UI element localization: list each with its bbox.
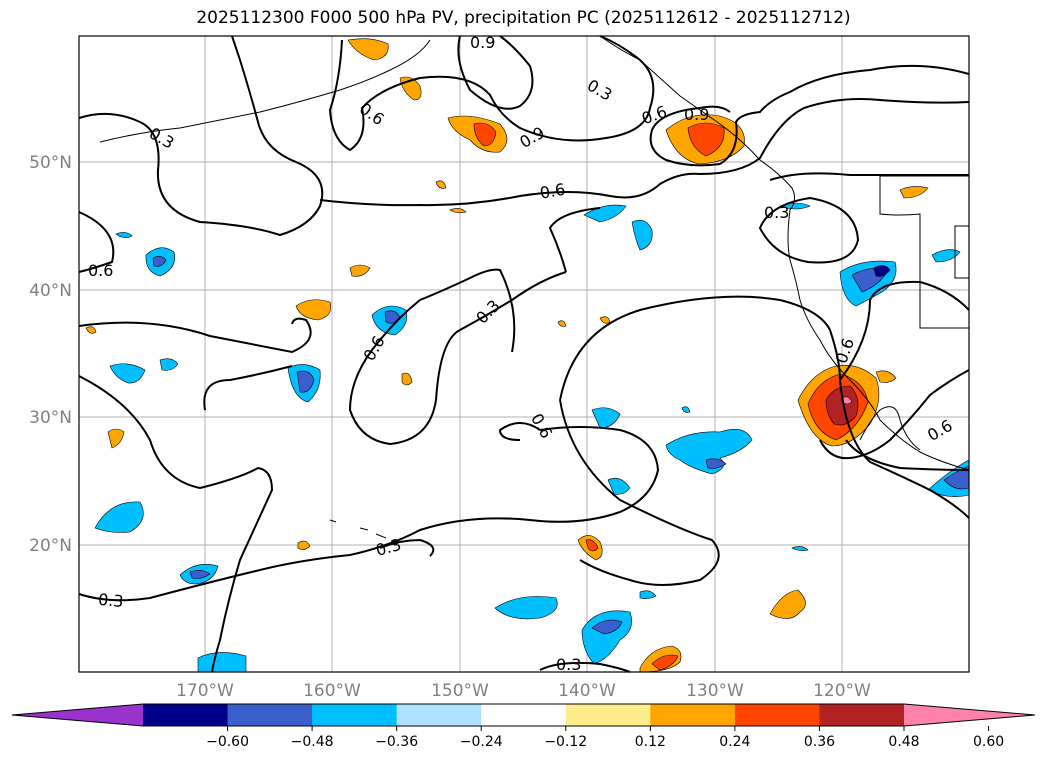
lon-label-120w: 120°W bbox=[813, 681, 871, 701]
colorbar-tick-label: 0.48 bbox=[888, 734, 919, 750]
colorbar-tick-label: 0.12 bbox=[635, 734, 666, 750]
contour-label: 0.3 bbox=[97, 590, 124, 611]
colorbar-segment bbox=[227, 704, 313, 726]
contour-label: 0.3 bbox=[764, 203, 789, 222]
pv-contours bbox=[78, 35, 970, 673]
contour-label: 0.3 bbox=[556, 655, 581, 674]
colorbar-segment bbox=[650, 704, 736, 726]
lat-label-30n: 30°N bbox=[29, 408, 72, 428]
colorbar-outline bbox=[11, 703, 1036, 727]
colorbar-segment bbox=[481, 704, 567, 726]
colorbar-tick-label: −0.12 bbox=[544, 734, 587, 750]
lat-label-40n: 40°N bbox=[29, 281, 72, 301]
longitude-labels: 170°W 160°W 150°W 140°W 130°W 120°W bbox=[176, 681, 871, 701]
colorbar-tick-label: 0.36 bbox=[804, 734, 835, 750]
colorbar-extend-max bbox=[904, 704, 1035, 726]
contour-label: 0.9 bbox=[470, 33, 495, 52]
colorbar-segment bbox=[819, 704, 905, 726]
colorbar-tick-label: 0.60 bbox=[973, 734, 1004, 750]
colorbar-tick-label: 0.24 bbox=[719, 734, 750, 750]
contour-label: 0.6 bbox=[538, 180, 566, 203]
map-panel: 0.3 0.6 0.9 0.3 0.6 0.9 0.6 0.3 0.6 0.3 … bbox=[78, 33, 970, 674]
colorbar-segment bbox=[143, 704, 229, 726]
precip-negative-areas bbox=[94, 202, 970, 673]
lat-label-20n: 20°N bbox=[29, 536, 72, 556]
lon-label-140w: 140°W bbox=[558, 681, 616, 701]
colorbar-segment bbox=[565, 704, 651, 726]
colorbar-tick-label: −0.48 bbox=[291, 734, 334, 750]
colorbar-tick-label: −0.60 bbox=[206, 734, 249, 750]
lon-label-160w: 160°W bbox=[303, 681, 361, 701]
colorbar-segment bbox=[734, 704, 820, 726]
latitude-labels: 50°N 40°N 30°N 20°N bbox=[29, 153, 72, 556]
map-frame bbox=[78, 35, 970, 673]
colorbar-segment bbox=[396, 704, 482, 726]
precip-positive-areas bbox=[85, 38, 929, 673]
lat-label-50n: 50°N bbox=[29, 153, 72, 173]
lon-label-150w: 150°W bbox=[431, 681, 489, 701]
coastlines bbox=[99, 35, 970, 539]
lon-label-130w: 130°W bbox=[686, 681, 744, 701]
colorbar-tick-label: −0.24 bbox=[460, 734, 503, 750]
colorbar: −0.60 −0.48 −0.36 −0.24 −0.12 0.12 0.24 0.36 0.4… bbox=[11, 703, 1036, 750]
colorbar-extend-min bbox=[12, 704, 143, 726]
map-title: 2025112300 F000 500 hPa PV, precipitatio… bbox=[196, 8, 851, 28]
contour-label: 0.6 bbox=[88, 261, 113, 280]
contour-label: 0.9 bbox=[684, 105, 709, 124]
colorbar-segment bbox=[312, 704, 398, 726]
colorbar-tick-label: −0.36 bbox=[375, 734, 418, 750]
lon-label-170w: 170°W bbox=[176, 681, 234, 701]
